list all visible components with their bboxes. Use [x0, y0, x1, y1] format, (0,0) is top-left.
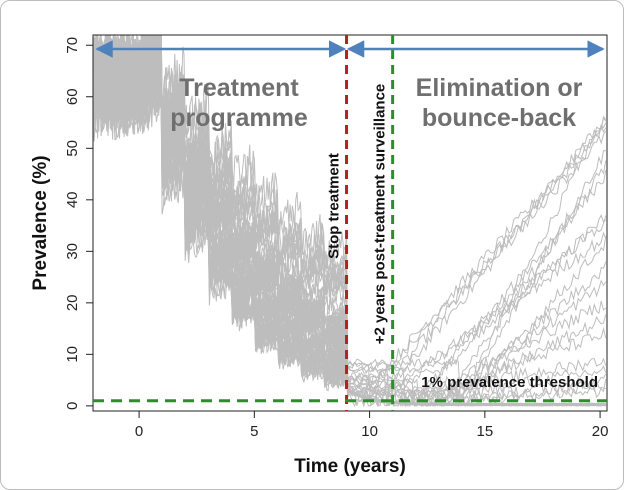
elimination-region-label: Elimination or bounce-back: [416, 74, 583, 132]
simulation-series-line: [93, 35, 607, 407]
x-axis-title: Time (years): [294, 456, 406, 477]
x-tick-label: 15: [476, 423, 493, 440]
y-tick-label: 70: [64, 37, 81, 54]
x-tick-label: 10: [361, 423, 378, 440]
y-tick-label: 20: [64, 294, 81, 311]
simulation-series-line: [93, 35, 606, 407]
stop-treatment-label: Stop treatment: [326, 153, 343, 259]
annotation-layer: Treatment programme Elimination or bounce-b…: [93, 35, 607, 411]
plot-box: [92, 34, 608, 412]
y-axis-title: Prevalence (%): [30, 155, 51, 290]
y-tick-label: 60: [64, 88, 81, 105]
x-tick-label: 5: [250, 423, 258, 440]
y-tick-label: 0: [64, 402, 81, 410]
y-tick-label: 40: [64, 191, 81, 208]
x-tick-label: 20: [592, 423, 609, 440]
simulation-series-line: [93, 35, 607, 407]
y-tick-label: 30: [64, 243, 81, 260]
y-tick-label: 10: [64, 346, 81, 363]
ticks-layer: 0 5 10 15 20 0 10 20 30 40 50 60 70: [64, 37, 608, 440]
surveillance-label: +2 years post-treatment surveillance: [372, 84, 389, 345]
y-tick-label: 50: [64, 140, 81, 157]
series-layer: [93, 35, 607, 408]
treatment-region-label: Treatment programme: [170, 74, 308, 132]
threshold-label: 1% prevalence threshold: [421, 374, 598, 391]
x-tick-label: 0: [135, 423, 143, 440]
